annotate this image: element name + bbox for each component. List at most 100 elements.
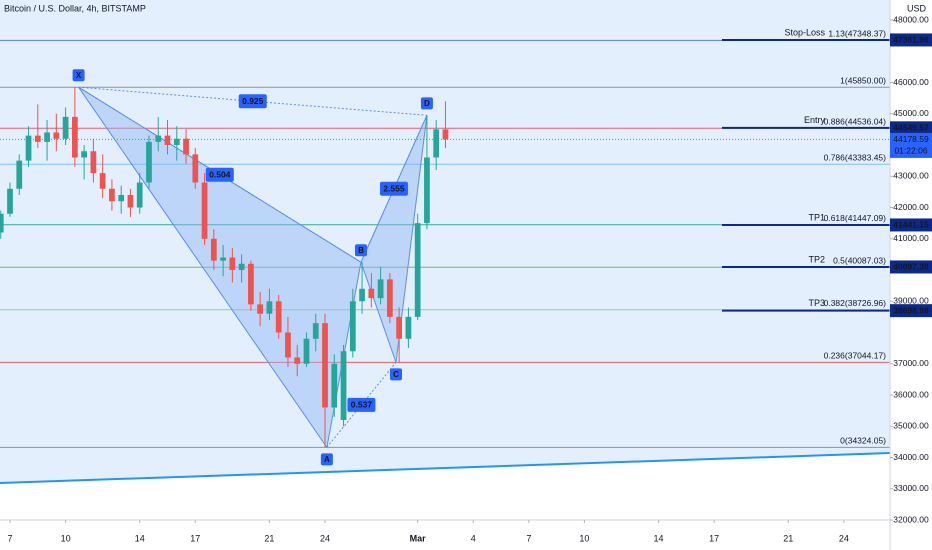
order-price-tag (890, 218, 932, 232)
ratio-label: 0.537 (351, 400, 373, 410)
y-tick-label: 35000.00 (893, 421, 929, 431)
point-label: A (324, 455, 330, 464)
x-tick-label: 21 (783, 533, 793, 543)
x-tick-label: 21 (264, 533, 274, 543)
order-price-tag (890, 121, 932, 135)
x-tick-label: 14 (654, 533, 664, 543)
y-tick-label: 45000.00 (893, 108, 929, 118)
order-name: TP3 (808, 298, 825, 308)
x-tick-label: 17 (190, 533, 200, 543)
candle-body (16, 160, 23, 189)
order-name: TP2 (808, 254, 825, 264)
symbol-title: Bitcoin / U.S. Dollar, 4h, BITSTAMP (4, 3, 146, 13)
fib-level-label: 0(34324.05) (840, 436, 886, 446)
order-price-tag (890, 260, 932, 274)
currency: USD (907, 3, 927, 13)
candle-body (368, 288, 375, 299)
candle-body (210, 238, 217, 261)
x-tick-label: 7 (7, 533, 12, 543)
fib-level-label: 0.786(43383.45) (824, 153, 887, 163)
last-price-label: 44178.59 (893, 134, 929, 144)
x-tick-label: 24 (839, 533, 849, 543)
x-tick-label: 10 (579, 533, 589, 543)
candle-body (0, 213, 4, 233)
pattern-ratio-line (78, 86, 362, 263)
candle-body (183, 138, 189, 155)
candle-body (109, 188, 115, 202)
y-tick-label: 42000.00 (893, 202, 929, 212)
order-name: Entry (804, 115, 826, 125)
point-label: D (424, 99, 430, 108)
order-price-label: 40097.38 (893, 262, 929, 272)
candle-body (331, 363, 338, 408)
candle-body (155, 135, 162, 142)
candle-body (377, 279, 384, 299)
y-tick-label: 39000.00 (893, 296, 929, 306)
countdown-label: 01:22:06 (894, 146, 927, 156)
candle-body (164, 135, 171, 145)
order-price-label: 44549.57 (893, 123, 929, 133)
candle-body (90, 151, 97, 174)
order-price-label: 47361.96 (893, 35, 929, 45)
y-tick-label: 41000.00 (893, 233, 929, 243)
point-label: X (76, 71, 82, 80)
candle-body (220, 257, 226, 261)
candle-body (53, 132, 60, 139)
order-price-tag (890, 304, 932, 318)
ratio-label: 0.925 (242, 96, 264, 106)
order-price-label: 41441.15 (893, 220, 929, 230)
y-tick-label: 32000.00 (893, 514, 929, 524)
candle-body (266, 301, 273, 314)
candle-body (387, 279, 393, 317)
candle-body (248, 263, 254, 305)
x-tick-label: 4 (471, 533, 476, 543)
candle-body (257, 304, 264, 314)
candle-body (81, 151, 87, 158)
ratio-label: 0.504 (209, 169, 231, 179)
y-tick-label: 48000.00 (893, 14, 929, 24)
candle-body (25, 135, 32, 161)
x-tick-label: 10 (61, 533, 71, 543)
candle-body (62, 116, 69, 139)
candle-body (229, 257, 236, 270)
fib-level-label: 0.236(37044.17) (824, 351, 887, 361)
candle-body (146, 141, 152, 183)
point-badge (389, 368, 402, 381)
point-label: B (358, 246, 364, 255)
candle-body (396, 316, 403, 339)
candle-body (275, 301, 282, 333)
last-price-tag (890, 132, 932, 158)
candle-body (359, 288, 365, 302)
order-name: Stop-Loss (784, 27, 825, 37)
candle-body (340, 351, 347, 420)
candle-body (136, 182, 143, 208)
candle-body (433, 129, 440, 158)
candle-body (71, 116, 78, 158)
point-label: C (393, 370, 399, 379)
x-tick-label: 17 (709, 533, 719, 543)
ratio-badge (379, 181, 408, 196)
x-tick-label: 7 (526, 533, 531, 543)
point-badge (320, 453, 333, 466)
ratio-badge (238, 94, 267, 109)
ratio-badge (347, 397, 376, 412)
candle-body (127, 195, 134, 208)
candle-body (285, 332, 291, 358)
candle-body (294, 357, 301, 364)
ratio-badge (205, 167, 234, 182)
fib-level-label: 0.5(40087.03) (833, 256, 886, 266)
fib-level-label: 0.886(44536.04) (824, 116, 887, 126)
candle-body (312, 323, 319, 339)
point-badge (420, 97, 433, 110)
candle-body (349, 301, 356, 352)
y-tick-label: 36000.00 (893, 389, 929, 399)
order-name: TP1 (808, 212, 825, 222)
point-badge (72, 69, 85, 82)
x-tick-label: Mar (410, 533, 427, 543)
y-tick-label: 33000.00 (893, 483, 929, 493)
order-price-tag (890, 33, 932, 47)
trendline (0, 452, 891, 484)
order-price-label: 38698.98 (893, 305, 929, 315)
